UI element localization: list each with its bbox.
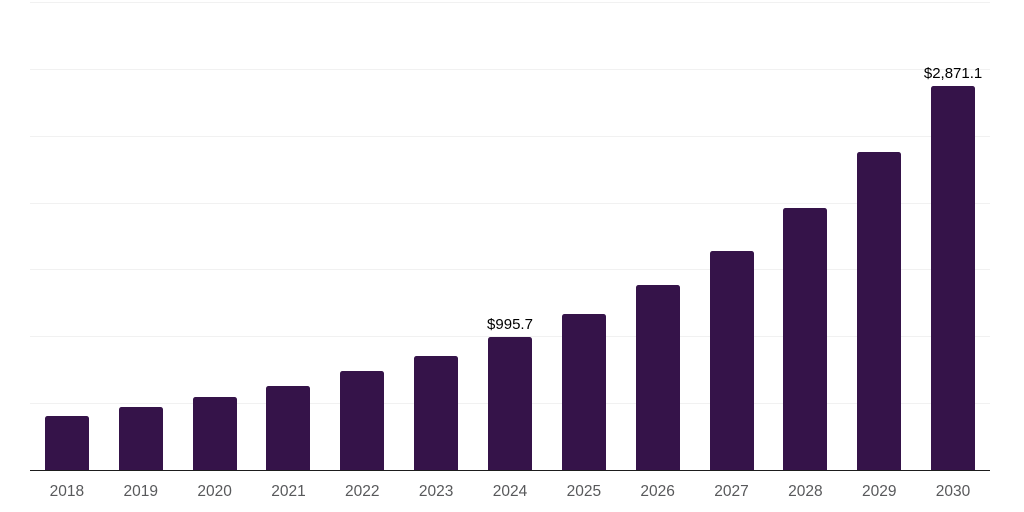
x-tick-2020: 2020: [197, 483, 232, 500]
x-tick-2027: 2027: [714, 483, 749, 500]
bar-slot-2026: [621, 2, 695, 470]
x-tick-2018: 2018: [49, 483, 85, 500]
bar-2025: [561, 313, 606, 470]
gridline-1000: [30, 336, 990, 338]
bar-slot-2023: [399, 2, 473, 470]
bar-2029: [857, 152, 902, 470]
bar-2019: [118, 406, 163, 470]
bar-2020: [192, 396, 237, 470]
gridline-3500: [30, 2, 990, 3]
gridline-2500: [30, 135, 990, 137]
gridline-3000: [30, 68, 990, 70]
bar-slot-2021: [252, 2, 326, 470]
bar-2026: [635, 284, 680, 470]
bar-2022: [340, 371, 385, 470]
bar-slot-2020: [178, 2, 252, 470]
bar-2027: [709, 250, 754, 470]
bar-2028: [783, 207, 828, 470]
x-tick-2028: 2028: [788, 483, 823, 500]
bar-slot-2018: [30, 2, 104, 470]
bar-slot-2030: $2,871.1: [916, 2, 990, 470]
gridline-1500: [30, 269, 990, 271]
bar-slot-2027: [695, 2, 769, 470]
bar-slot-2028: [768, 2, 842, 470]
x-tick-2022: 2022: [345, 483, 380, 500]
bar-value-label-2030: $2,871.1: [923, 65, 983, 83]
bar-slot-2024: $995.7: [473, 2, 547, 470]
bar-slot-2025: [547, 2, 621, 470]
bar-2024: [487, 336, 532, 470]
bar-2021: [266, 385, 311, 470]
gridline-2000: [30, 202, 990, 204]
x-tick-2030: 2030: [935, 483, 971, 500]
x-tick-2021: 2021: [271, 483, 306, 500]
bar-slot-2029: [842, 2, 916, 470]
x-tick-2023: 2023: [418, 483, 454, 500]
bar-series: $995.7 $2,871.1: [30, 2, 990, 470]
bar-slot-2022: [325, 2, 399, 470]
x-tick-2026: 2026: [640, 483, 675, 500]
bar-slot-2019: [104, 2, 178, 470]
bar-2018: [44, 415, 89, 470]
plot-area: $995.7 $2,871.1: [30, 2, 990, 471]
bar-value-label-2024: $995.7: [487, 315, 533, 333]
x-tick-2025: 2025: [566, 483, 602, 500]
x-tick-2019: 2019: [123, 483, 158, 500]
x-tick-2029: 2029: [861, 483, 897, 500]
bar-2023: [414, 355, 459, 470]
x-tick-2024: 2024: [492, 483, 528, 500]
bar-2030: [931, 86, 976, 470]
x-axis-tick-labels: 2018 2019 2020 2021 2022 2023 2024 2025 2026 2027…: [30, 482, 990, 501]
